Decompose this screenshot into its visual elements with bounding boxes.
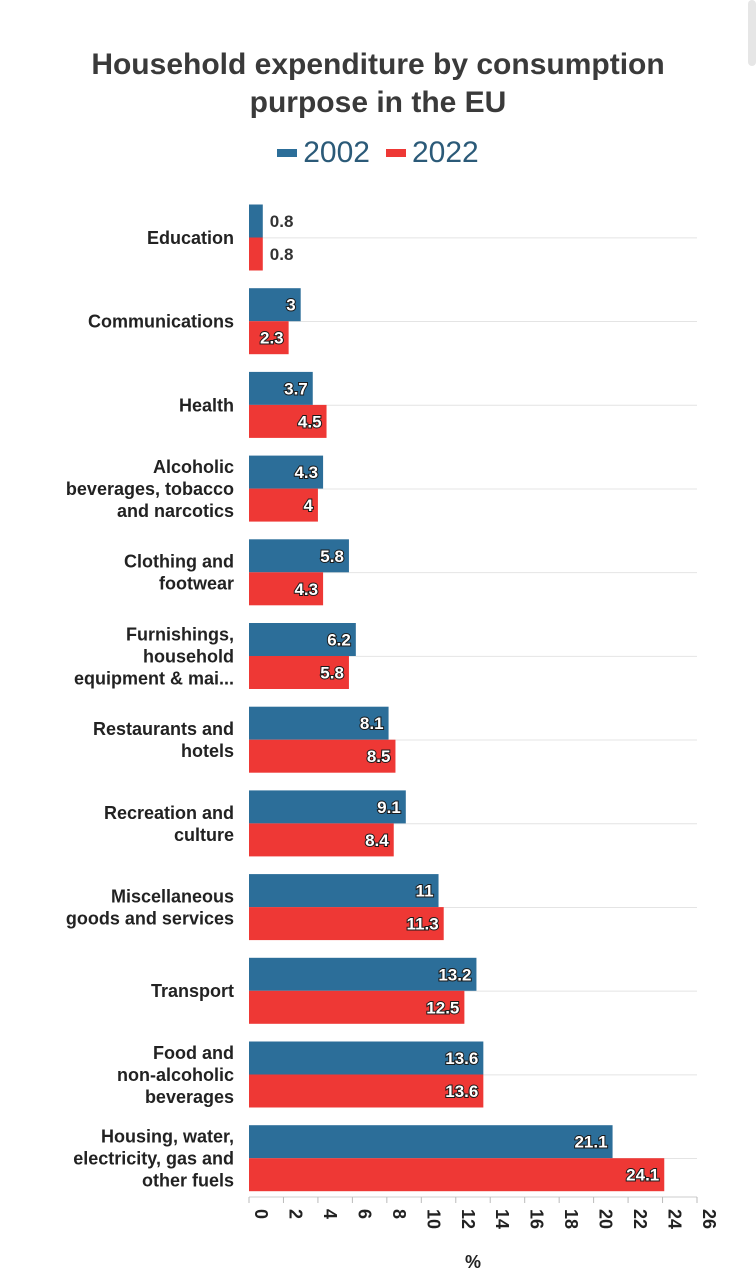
data-label-2022: 4.3 [294, 580, 318, 599]
bar-2002 [249, 874, 439, 908]
category-label: non-alcoholic [117, 1065, 234, 1085]
category-label: goods and services [66, 908, 234, 928]
data-label-2002: 3 [286, 296, 295, 315]
data-label-2022: 4 [303, 496, 313, 515]
category-label: and narcotics [117, 501, 234, 521]
bar-2022 [249, 1158, 665, 1192]
category-label: Housing, water, [101, 1127, 234, 1147]
data-label-2002: 21.1 [574, 1133, 607, 1152]
category-label: Education [147, 228, 234, 248]
category-label: other fuels [142, 1171, 234, 1191]
category-label: beverages [145, 1087, 234, 1107]
bar-2022 [249, 572, 324, 606]
data-label-2022: 4.5 [298, 412, 322, 431]
legend-swatch-2022 [386, 149, 406, 157]
x-tick-label: 12 [458, 1209, 478, 1229]
category-label: footwear [159, 574, 234, 594]
bar-2022 [249, 404, 327, 438]
category-label: equipment & mai... [74, 668, 234, 688]
legend-swatch-2002 [277, 149, 298, 157]
data-label-2002: 11 [416, 882, 434, 901]
data-label-2002: 4.3 [294, 463, 318, 482]
x-tick-label: 4 [320, 1209, 340, 1219]
x-tick-label: 24 [665, 1209, 685, 1229]
bar-2002 [249, 790, 406, 824]
category-label: electricity, gas and [73, 1149, 234, 1169]
x-tick-label: 10 [423, 1209, 443, 1229]
bar-2002 [249, 623, 356, 656]
bar-2002 [249, 288, 301, 322]
x-axis-title: % [465, 1252, 481, 1272]
data-label-2002: 13.6 [445, 1049, 478, 1068]
category-label: Health [179, 395, 234, 415]
x-tick-label: 26 [699, 1209, 719, 1229]
bar-2002 [249, 957, 477, 991]
category-label: culture [174, 825, 234, 845]
category-label: Furnishings, [126, 624, 234, 644]
category-label: Transport [151, 981, 234, 1001]
data-label-2002: 8.1 [360, 714, 384, 733]
data-label-2022: 5.8 [320, 664, 344, 683]
data-label-2022: 2.3 [260, 329, 284, 348]
bar-2002 [249, 1125, 613, 1159]
scrollbar[interactable] [748, 0, 756, 66]
legend-label-2022: 2022 [412, 136, 479, 169]
x-tick-label: 14 [492, 1209, 512, 1229]
bar-2022 [249, 907, 444, 941]
legend-label-2002: 2002 [303, 136, 370, 169]
category-label: Communications [88, 312, 234, 332]
data-label-2002: 9.1 [377, 798, 401, 817]
data-label-2002: 3.7 [284, 379, 308, 398]
data-label-2022: 13.6 [445, 1082, 478, 1101]
category-label: Miscellaneous [111, 886, 234, 906]
category-label: hotels [181, 741, 234, 761]
x-tick-label: 0 [251, 1209, 271, 1219]
bar-2022 [249, 823, 394, 857]
bar-2022 [249, 321, 289, 355]
data-label-2022: 12.5 [426, 998, 459, 1017]
data-label-2022: 24.1 [626, 1166, 659, 1185]
category-label: Restaurants and [93, 719, 234, 739]
bar-2002 [249, 706, 389, 740]
data-label-2022: 11.3 [407, 915, 439, 934]
data-label-2002: 13.2 [438, 965, 471, 984]
legend-item-2002[interactable]: 2002 [277, 136, 370, 170]
x-tick-label: 6 [354, 1209, 374, 1219]
x-tick-label: 2 [285, 1209, 305, 1219]
category-label: Recreation and [104, 803, 234, 823]
bar-2022 [249, 656, 349, 689]
bar-2002 [249, 204, 263, 238]
category-label: Clothing and [124, 552, 234, 572]
bar-2002 [249, 539, 349, 573]
x-tick-label: 20 [596, 1209, 616, 1229]
data-label-2022: 8.5 [367, 747, 391, 766]
data-label-2022: 8.4 [365, 831, 389, 850]
x-tick-label: 16 [527, 1209, 547, 1229]
bar-2002 [249, 455, 324, 489]
chart-title: Household expenditure by consumption pur… [91, 48, 665, 119]
bar-2022 [249, 488, 318, 522]
category-label: household [143, 646, 234, 666]
category-label: Alcoholic [153, 457, 234, 477]
x-tick-label: 22 [630, 1209, 650, 1229]
bar-2002 [249, 1041, 484, 1075]
legend: 2002 2022 [0, 136, 756, 170]
x-tick-label: 18 [561, 1209, 581, 1229]
bar-2002 [249, 371, 313, 405]
x-tick-label: 8 [389, 1209, 409, 1219]
bar-2022 [249, 1074, 484, 1108]
category-label: beverages, tobacco [66, 479, 234, 499]
legend-item-2022[interactable]: 2022 [386, 136, 479, 170]
data-label-2002: 5.8 [320, 547, 344, 566]
bar-2022 [249, 990, 465, 1024]
bar-2022 [249, 739, 396, 773]
bar-2022 [249, 237, 263, 271]
data-label-2002: 0.8 [270, 212, 294, 231]
data-label-2022: 0.8 [270, 245, 294, 264]
category-label: Food and [153, 1043, 234, 1063]
data-label-2002: 6.2 [327, 631, 351, 650]
